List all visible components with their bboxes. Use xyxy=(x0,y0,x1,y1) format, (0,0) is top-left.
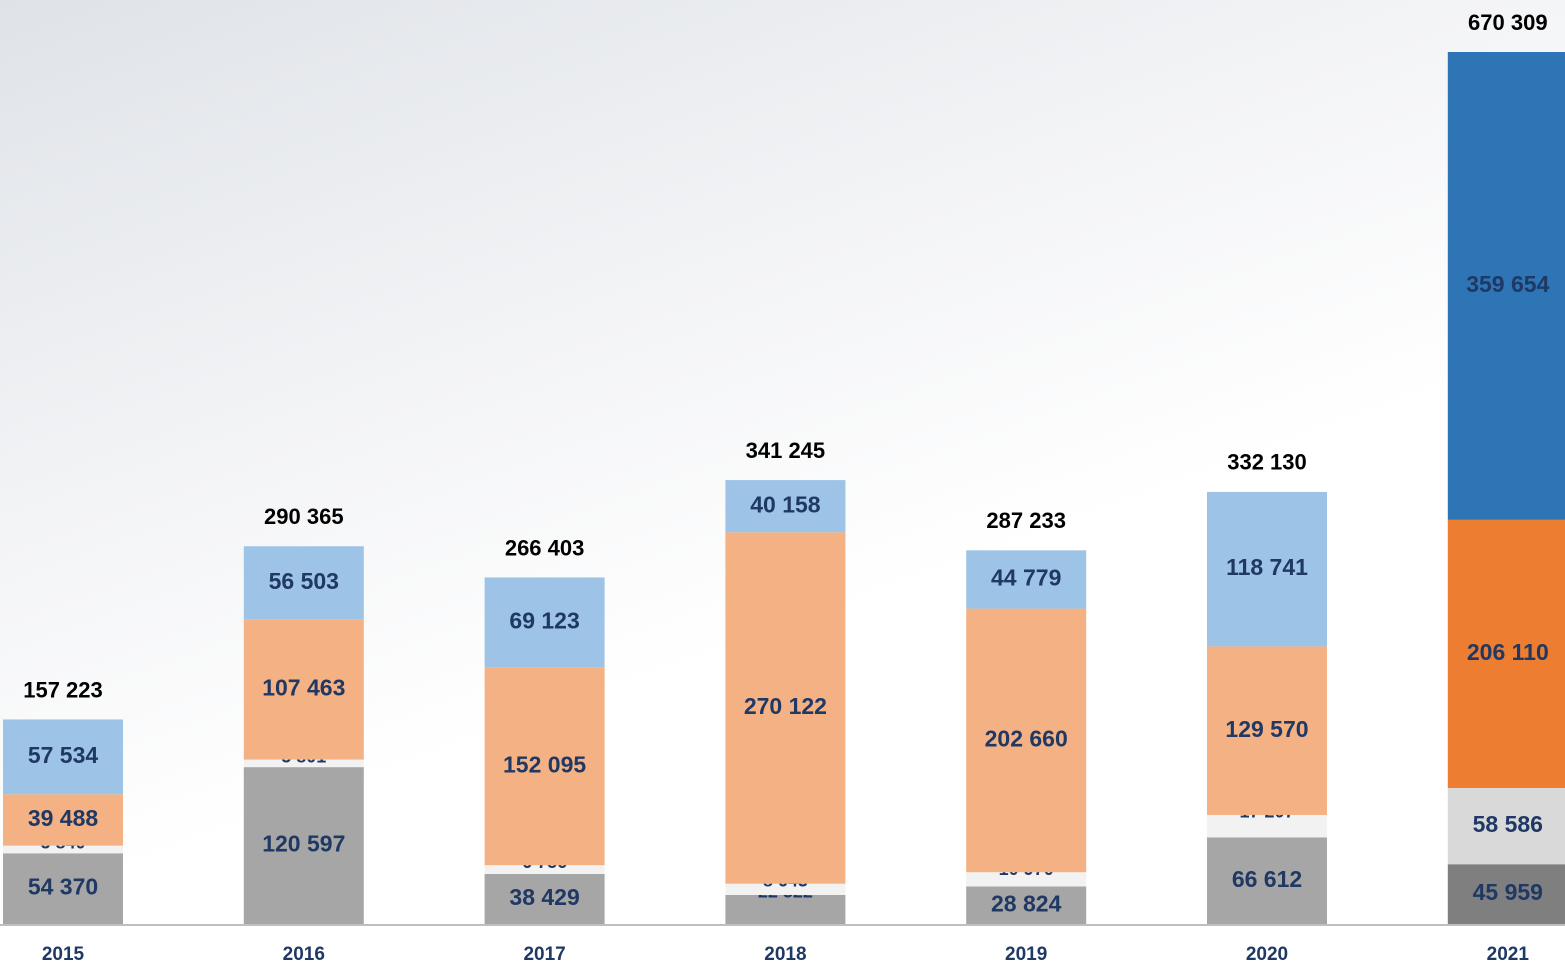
bar-segment xyxy=(3,845,123,854)
value-label: 270 122 xyxy=(744,693,827,719)
x-tick-label: 2019 xyxy=(1005,944,1047,964)
bar-segment xyxy=(1447,787,1565,865)
value-label: 45 959 xyxy=(1473,879,1543,905)
total-label: 341 245 xyxy=(746,438,826,463)
bar-segment xyxy=(1447,519,1565,788)
value-label: 28 824 xyxy=(991,890,1062,916)
value-label: 38 429 xyxy=(509,884,579,910)
x-tick-label: 2015 xyxy=(42,944,85,964)
bar-segment xyxy=(1207,814,1327,838)
bar-segment xyxy=(1447,864,1565,924)
bar-segment xyxy=(1207,491,1327,647)
total-label: 266 403 xyxy=(505,535,585,560)
value-label: 54 370 xyxy=(28,874,98,900)
value-label: 152 095 xyxy=(503,751,586,777)
bar-segment xyxy=(725,480,846,533)
value-label: 44 779 xyxy=(991,565,1061,591)
value-label: 58 586 xyxy=(1473,811,1543,837)
bar-segment xyxy=(243,767,364,924)
bar-segment xyxy=(243,759,364,768)
total-label: 287 233 xyxy=(986,508,1066,533)
value-label: 66 612 xyxy=(1232,866,1302,892)
x-tick-label: 2017 xyxy=(523,944,565,964)
bar-segment xyxy=(1207,837,1327,924)
bar-segment xyxy=(3,794,123,846)
total-label: 332 130 xyxy=(1227,450,1307,475)
value-label: 56 503 xyxy=(269,568,339,594)
value-label: 118 741 xyxy=(1226,554,1308,580)
value-label: 69 123 xyxy=(509,607,579,633)
value-label: 57 534 xyxy=(28,742,99,768)
bar-segment xyxy=(725,894,846,924)
bar-segment xyxy=(243,619,364,760)
bar-segment xyxy=(966,872,1087,887)
bar-segment xyxy=(725,532,846,884)
bar-segment xyxy=(3,719,123,795)
x-tick-label: 2020 xyxy=(1246,944,1288,964)
total-label: 157 223 xyxy=(23,677,103,702)
value-label: 206 110 xyxy=(1467,639,1549,665)
value-label: 202 660 xyxy=(985,725,1068,751)
bar-segment xyxy=(3,853,123,924)
value-label: 120 597 xyxy=(262,831,345,857)
bar-segment xyxy=(1207,646,1327,815)
value-label: 129 570 xyxy=(1225,716,1308,742)
bar-segment xyxy=(966,608,1087,873)
value-label: 39 488 xyxy=(28,805,99,831)
value-label: 359 654 xyxy=(1466,271,1549,297)
bar-segment xyxy=(966,886,1087,924)
bar-segment xyxy=(966,550,1087,609)
x-tick-label: 2016 xyxy=(283,944,325,964)
value-label: 40 158 xyxy=(750,491,821,517)
bar-segment xyxy=(725,883,846,895)
bar-segment xyxy=(1447,52,1565,520)
x-tick-label: 2021 xyxy=(1487,944,1530,964)
bar-segment xyxy=(243,546,364,620)
x-tick-label: 2018 xyxy=(764,944,806,964)
total-label: 290 365 xyxy=(264,504,344,529)
bar-segment xyxy=(484,667,605,866)
bar-segment xyxy=(484,874,605,924)
bar-segment xyxy=(484,577,605,668)
total-label: 670 309 xyxy=(1468,10,1548,35)
bar-segment xyxy=(484,865,605,875)
value-label: 107 463 xyxy=(262,675,345,701)
